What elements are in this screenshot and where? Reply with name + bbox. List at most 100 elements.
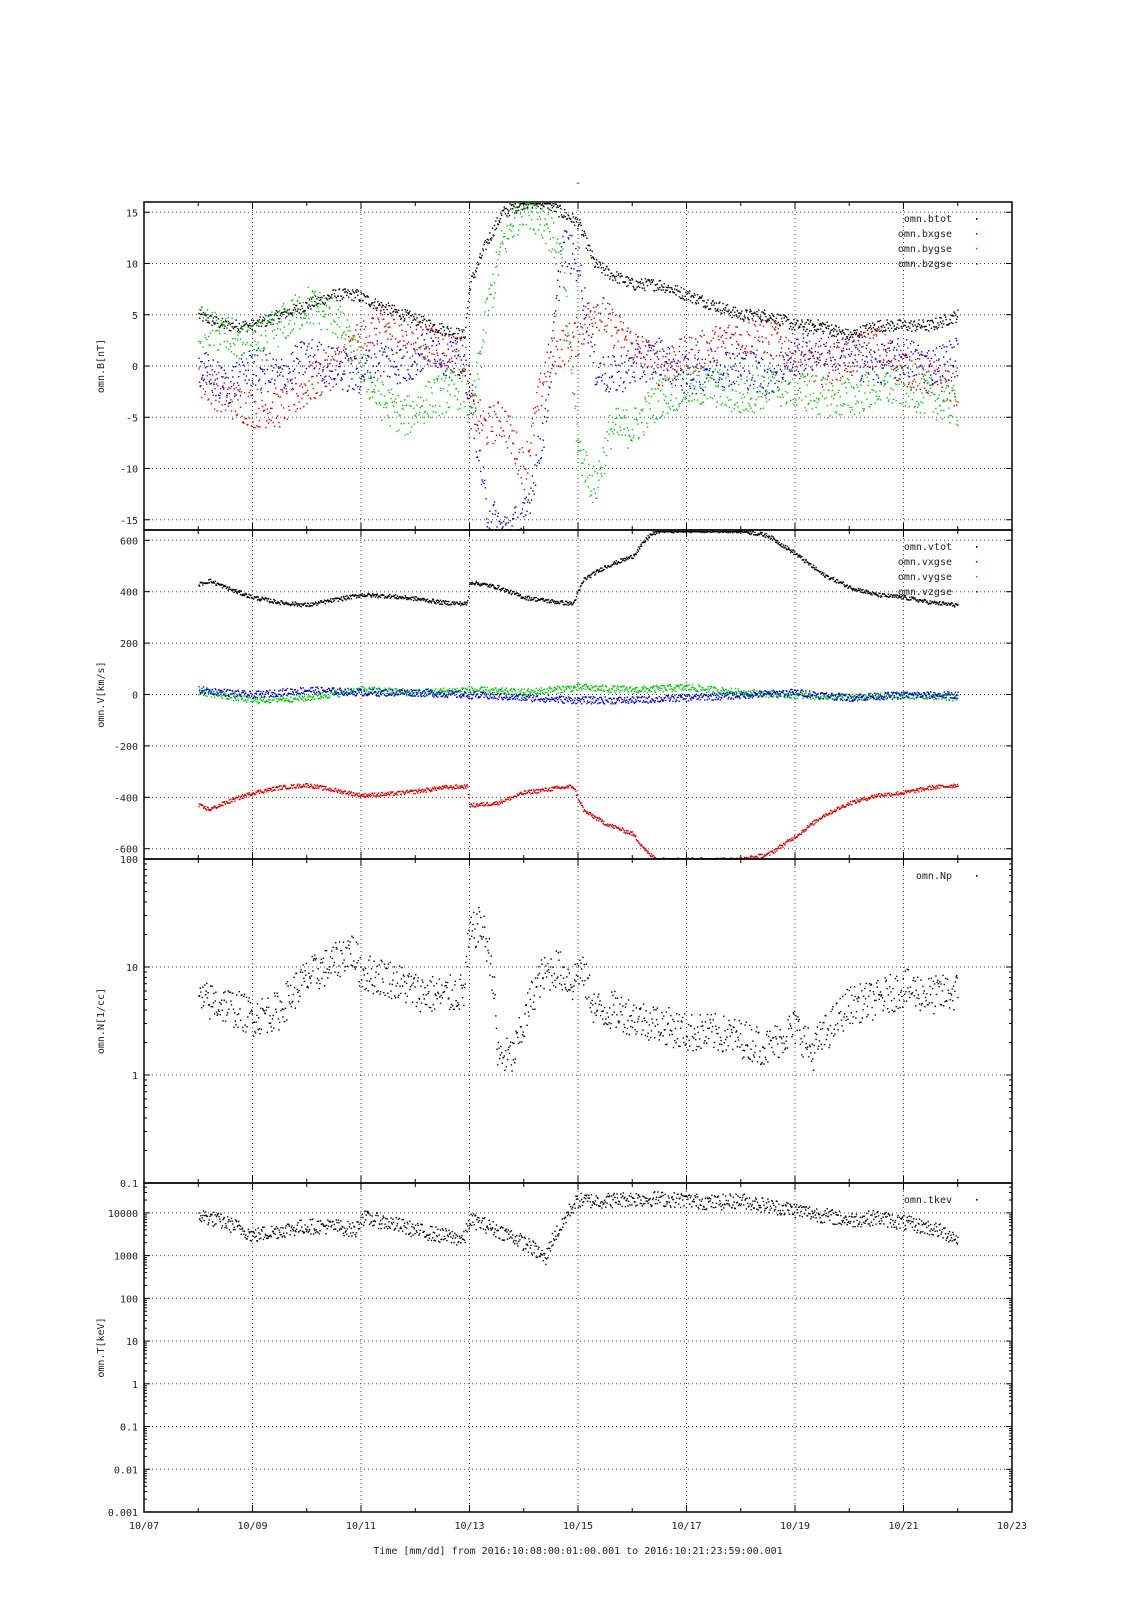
data-point [911,341,912,342]
data-point [931,328,932,329]
data-point [273,324,274,325]
data-point [364,329,365,330]
data-point [310,308,311,309]
data-point [905,322,906,323]
data-point [804,376,805,377]
data-point [358,341,359,342]
data-point [310,297,311,298]
data-point [431,392,432,393]
data-point [500,243,501,244]
data-point [229,393,230,394]
data-point [773,316,774,317]
data-point [888,347,889,348]
data-point [952,315,953,316]
data-point [857,387,858,388]
data-point [698,298,699,299]
data-point [823,389,824,390]
data-point [303,318,304,319]
data-point [795,361,796,362]
data-point [396,352,397,353]
data-point [249,417,250,418]
data-point [675,294,676,295]
data-point [910,320,911,321]
data-point [470,289,471,290]
data-point [263,350,264,351]
data-point [700,403,701,404]
data-point [353,350,354,351]
data-point [550,251,551,252]
data-point [489,407,490,408]
data-point [717,371,718,372]
data-point [703,370,704,371]
data-point [615,365,616,366]
data-point [244,595,245,596]
data-point [746,376,747,377]
data-point [909,356,910,357]
data-point [798,327,799,328]
data-point [409,395,410,396]
data-point [769,368,770,369]
data-point [228,590,229,591]
data-point [594,311,595,312]
data-point [427,381,428,382]
data-point [755,321,756,322]
data-point [398,369,399,370]
data-point [204,334,205,335]
data-point [795,399,796,400]
data-point [252,383,253,384]
data-point [689,290,690,291]
data-point [877,328,878,329]
data-point [782,377,783,378]
data-point [695,366,696,367]
data-point [278,318,279,319]
data-point [479,257,480,258]
data-point [696,367,697,368]
data-point [301,347,302,348]
data-point [274,383,275,384]
data-point [215,395,216,396]
data-point [458,354,459,355]
data-point [214,582,215,583]
data-point [633,359,634,360]
data-point [713,361,714,362]
data-point [543,206,544,207]
data-point [298,308,299,309]
data-point [515,210,516,211]
data-point [707,350,708,351]
data-point [938,367,939,368]
data-point [950,319,951,320]
data-point [211,390,212,391]
data-point [750,399,751,400]
data-point [716,365,717,366]
data-point [679,339,680,340]
data-point [779,389,780,390]
data-point [322,311,323,312]
data-point [839,414,840,415]
data-point [785,352,786,353]
data-point [519,203,520,204]
data-point [489,511,490,512]
data-point [698,352,699,353]
data-point [644,374,645,375]
data-point [517,517,518,518]
data-point [803,356,804,357]
data-point [646,423,647,424]
data-point [478,378,479,379]
data-point [361,293,362,294]
data-point [919,383,920,384]
data-point [582,310,583,311]
data-point [517,234,518,235]
data-point [910,351,911,352]
data-point [286,388,287,389]
data-point [756,367,757,368]
data-point [819,323,820,324]
data-point [415,319,416,320]
data-point [378,319,379,320]
data-point [838,390,839,391]
data-point [640,417,641,418]
data-point [211,314,212,315]
data-point [605,308,606,309]
data-point [336,384,337,385]
data-point [239,592,240,593]
data-point [325,302,326,303]
